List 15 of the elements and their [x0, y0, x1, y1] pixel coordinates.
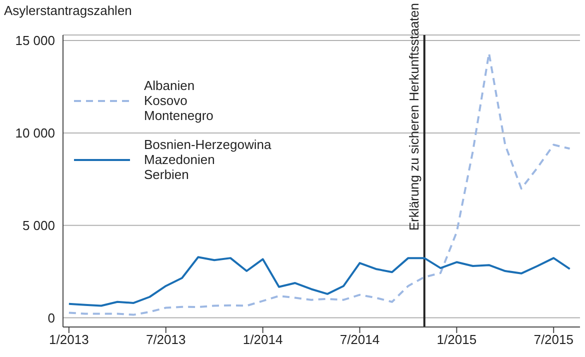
y-tick-label: 0 [48, 310, 55, 326]
y-axis-title: Asylerstantragszahlen [4, 3, 132, 18]
y-tick-label: 15 000 [15, 33, 55, 48]
y-tick-label: 10 000 [15, 126, 55, 141]
x-tick-label: 1/2015 [436, 332, 477, 348]
ref-line-label: Erklärung zu sicheren Herkunftsstaaten [406, 3, 422, 231]
x-tick-label: 7/2015 [534, 332, 574, 348]
legend-label: Albanien Kosovo Montenegro [144, 78, 214, 123]
y-tick-label: 5 000 [22, 218, 55, 233]
x-tick-label: 1/2013 [49, 332, 89, 348]
legend-label: Bosnien-Herzegowina Mazedonien Serbien [144, 137, 272, 182]
x-tick-label: 7/2014 [340, 332, 380, 348]
x-tick-label: 7/2013 [146, 332, 186, 348]
x-tick-label: 1/2014 [242, 332, 283, 348]
line-series [68, 256, 571, 307]
